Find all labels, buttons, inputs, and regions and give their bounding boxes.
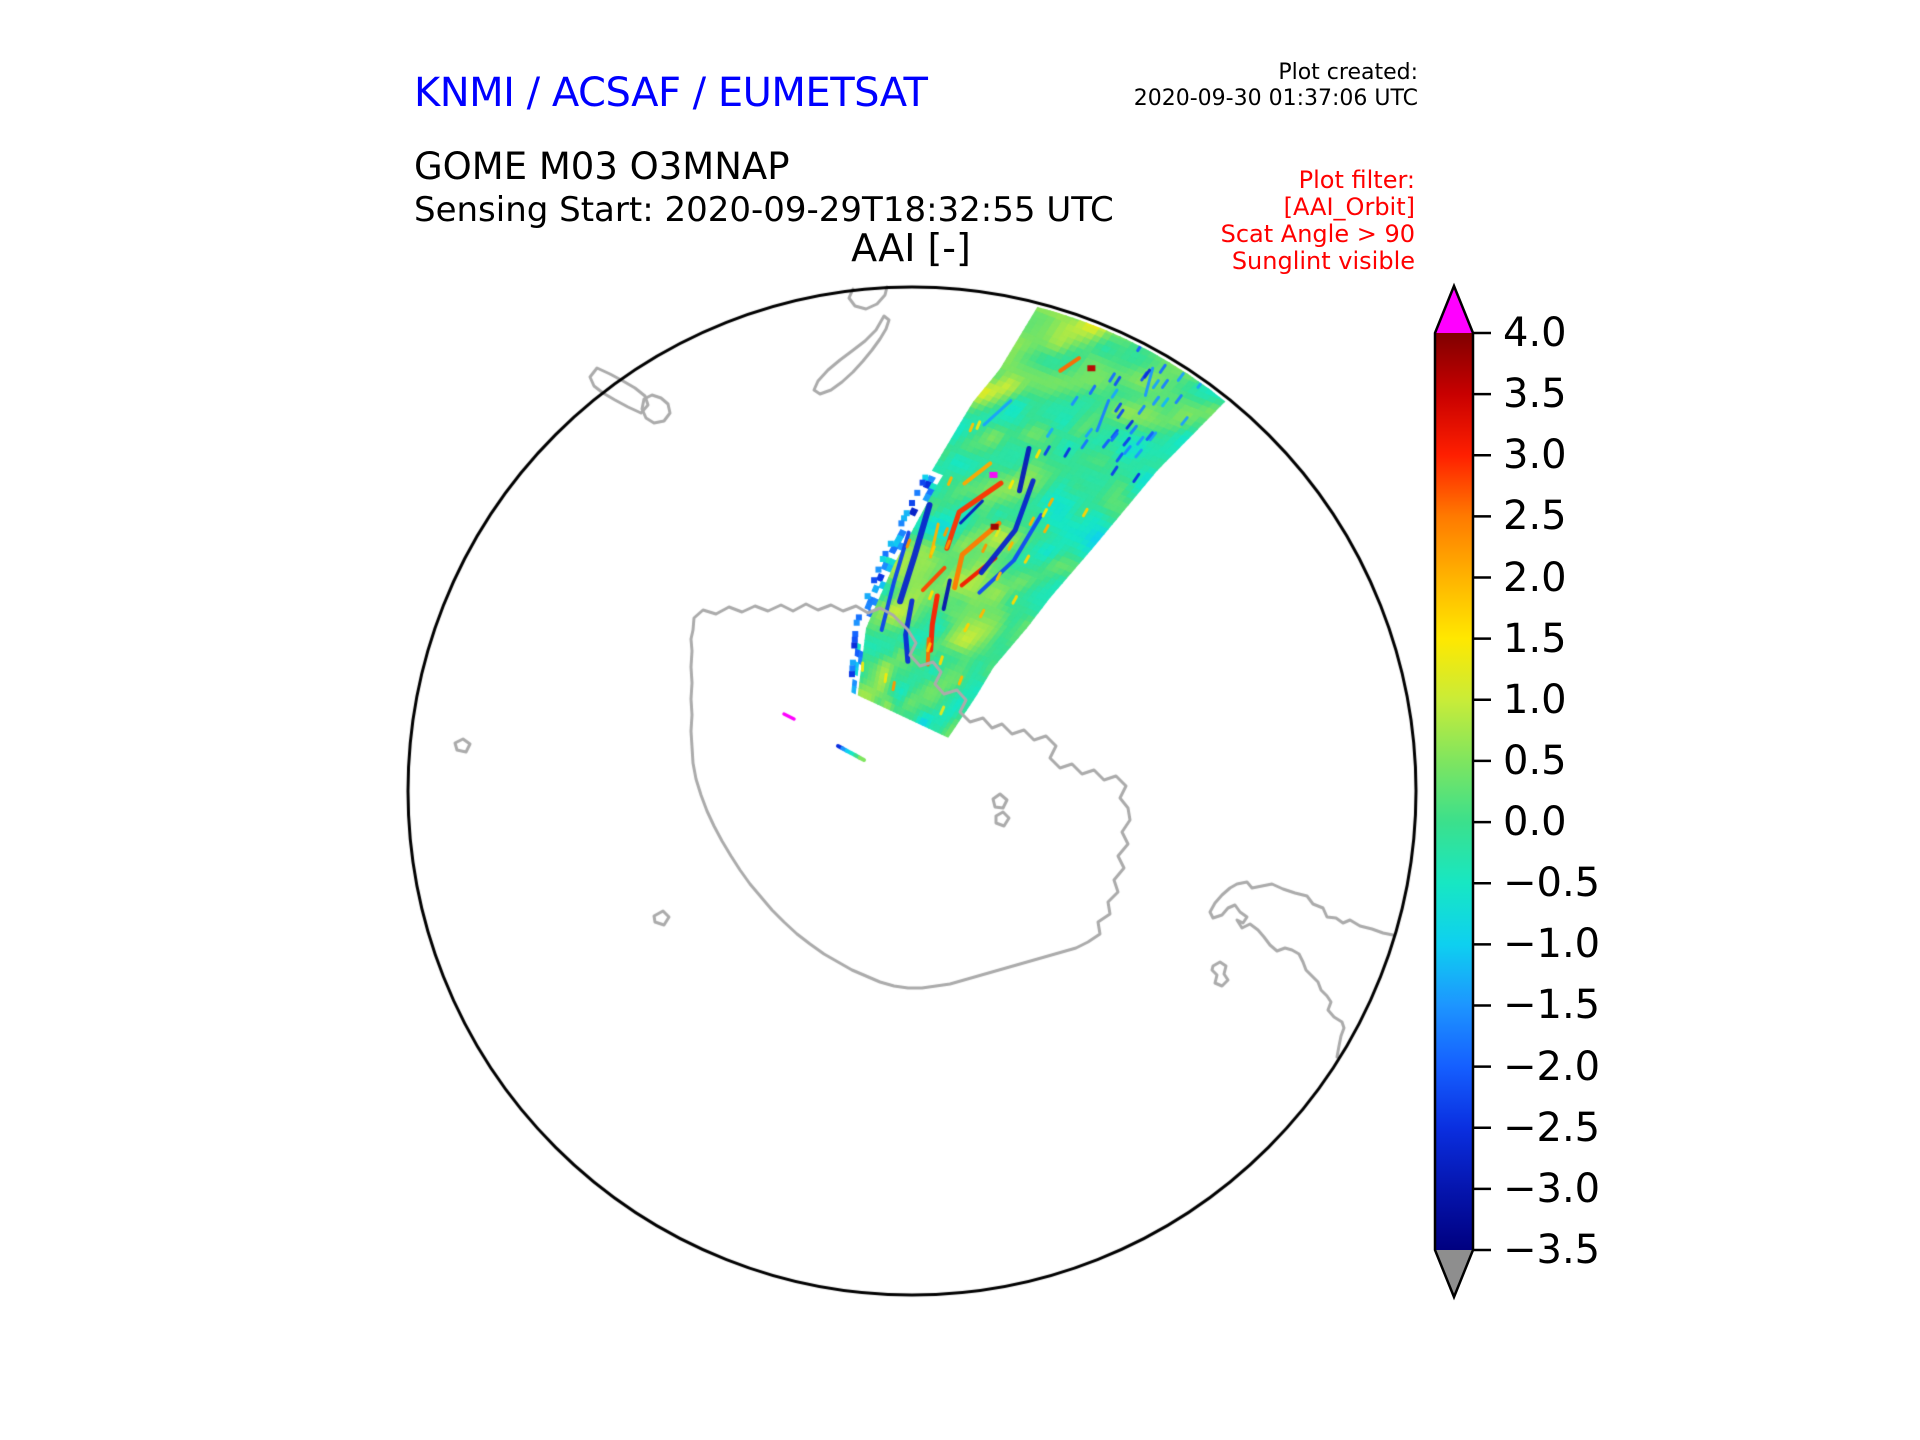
- colorbar-tick-label: 4.0: [1503, 310, 1567, 356]
- colorbar-tick-label: −2.0: [1503, 1043, 1601, 1090]
- colorbar-tick-label: −2.5: [1503, 1104, 1601, 1151]
- colorbar-tick-label: −0.5: [1503, 860, 1601, 907]
- colorbar-tick-label: 3.0: [1503, 432, 1567, 479]
- colorbar-tick-label: 1.0: [1503, 676, 1567, 723]
- colorbar-tick-label: 2.5: [1503, 493, 1567, 540]
- colorbar-tick-label: 2.0: [1503, 554, 1567, 601]
- colorbar-tick-label: −3.5: [1503, 1227, 1601, 1273]
- colorbar-tick-label: 3.5: [1503, 371, 1567, 418]
- colorbar-tick-label: 0.0: [1503, 799, 1567, 846]
- colorbar-tick-label: −1.5: [1503, 982, 1601, 1029]
- colorbar-tick-label: 1.5: [1503, 615, 1567, 662]
- colorbar-tick-label: 0.5: [1503, 737, 1567, 784]
- colorbar-tick-label: −1.0: [1503, 921, 1601, 968]
- colorbar-tick-label: −3.0: [1503, 1165, 1601, 1212]
